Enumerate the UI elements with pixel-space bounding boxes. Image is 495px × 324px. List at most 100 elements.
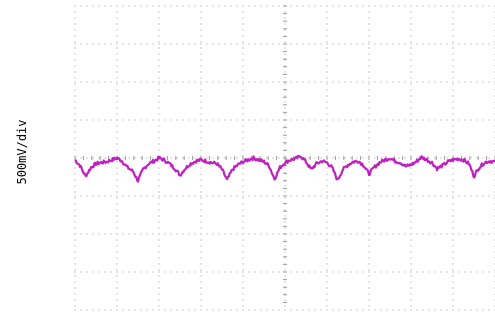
grid-dot xyxy=(254,271,256,273)
grid-dot xyxy=(92,157,94,159)
grid-dot xyxy=(320,195,322,197)
grid-dot xyxy=(488,233,490,235)
grid-dot xyxy=(410,167,412,169)
grid-dot xyxy=(158,197,160,199)
grid-dot xyxy=(326,305,328,307)
grid-dot xyxy=(158,299,160,301)
grid-dot xyxy=(182,43,184,45)
grid-dot xyxy=(104,43,106,45)
grid-dot xyxy=(158,179,160,181)
grid-dot xyxy=(200,191,202,193)
grid-dot xyxy=(392,119,394,121)
grid-dot xyxy=(410,191,412,193)
grid-dot xyxy=(446,43,448,45)
grid-dot xyxy=(74,35,76,37)
grid-dot xyxy=(350,43,352,45)
grid-dot xyxy=(236,233,238,235)
grid-dot xyxy=(284,11,286,13)
grid-dot xyxy=(242,185,244,187)
grid-dot xyxy=(200,271,202,273)
grid-dot xyxy=(284,215,286,217)
grid-dot xyxy=(410,245,412,247)
grid-dot xyxy=(344,5,346,7)
grid-dot xyxy=(194,271,196,273)
grid-dot xyxy=(236,271,238,273)
grid-dot xyxy=(242,299,244,301)
grid-dot xyxy=(452,65,454,67)
grid-dot xyxy=(164,43,166,45)
grid-dot xyxy=(410,107,412,109)
grid-dot xyxy=(74,65,76,67)
grid-dot xyxy=(284,269,286,271)
grid-dot xyxy=(116,271,118,273)
grid-dot xyxy=(254,5,256,7)
grid-dot xyxy=(152,309,154,311)
grid-dot xyxy=(200,5,202,7)
grid-dot xyxy=(410,137,412,139)
grid-dot xyxy=(368,233,370,235)
grid-dot xyxy=(320,81,322,83)
grid-dot xyxy=(176,195,178,197)
grid-dot xyxy=(368,197,370,199)
grid-dot xyxy=(434,43,436,45)
grid-dot xyxy=(164,5,166,7)
grid-dot xyxy=(416,43,418,45)
grid-dot xyxy=(122,271,124,273)
grid-dot xyxy=(122,81,124,83)
grid-dot xyxy=(74,173,76,175)
grid-dot xyxy=(368,35,370,37)
grid-dot xyxy=(176,43,178,45)
grid-dot xyxy=(278,81,280,83)
grid-dot xyxy=(158,227,160,229)
grid-dot xyxy=(116,299,118,301)
grid-dot xyxy=(170,309,172,311)
grid-dot xyxy=(368,59,370,61)
grid-dot xyxy=(404,271,406,273)
grid-dot xyxy=(242,305,244,307)
grid-dot xyxy=(326,11,328,13)
grid-dot xyxy=(200,275,202,277)
grid-dot xyxy=(110,157,112,159)
grid-dot xyxy=(410,161,412,163)
grid-dot xyxy=(386,233,388,235)
grid-dot xyxy=(440,43,442,45)
grid-dot xyxy=(410,263,412,265)
grid-dot xyxy=(158,191,160,193)
grid-dot xyxy=(200,29,202,31)
grid-dot xyxy=(290,271,292,273)
grid-dot xyxy=(212,43,214,45)
grid-dot xyxy=(146,157,148,159)
grid-dot xyxy=(200,35,202,37)
grid-dot xyxy=(278,157,280,159)
grid-dot xyxy=(410,43,412,45)
grid-dot xyxy=(326,41,328,43)
grid-dot xyxy=(368,29,370,31)
grid-dot xyxy=(218,271,220,273)
grid-dot xyxy=(200,119,202,121)
grid-dot xyxy=(260,5,262,7)
grid-dot xyxy=(476,81,478,83)
grid-dot xyxy=(200,233,202,235)
grid-dot xyxy=(236,81,238,83)
grid-dot xyxy=(116,81,118,83)
grid-dot xyxy=(326,47,328,49)
grid-dot xyxy=(422,271,424,273)
grid-dot xyxy=(314,43,316,45)
grid-dot xyxy=(410,59,412,61)
grid-dot xyxy=(116,95,118,97)
grid-dot xyxy=(410,131,412,133)
grid-dot xyxy=(410,203,412,205)
grid-dot xyxy=(434,119,436,121)
grid-dot xyxy=(368,269,370,271)
grid-dot xyxy=(320,5,322,7)
grid-dot xyxy=(224,119,226,121)
grid-dot xyxy=(80,195,82,197)
grid-dot xyxy=(284,185,286,187)
grid-dot xyxy=(188,81,190,83)
grid-dot xyxy=(410,89,412,91)
grid-dot xyxy=(416,271,418,273)
grid-dot xyxy=(242,263,244,265)
grid-dot xyxy=(128,43,130,45)
grid-dot xyxy=(404,233,406,235)
grid-dot xyxy=(200,81,202,83)
